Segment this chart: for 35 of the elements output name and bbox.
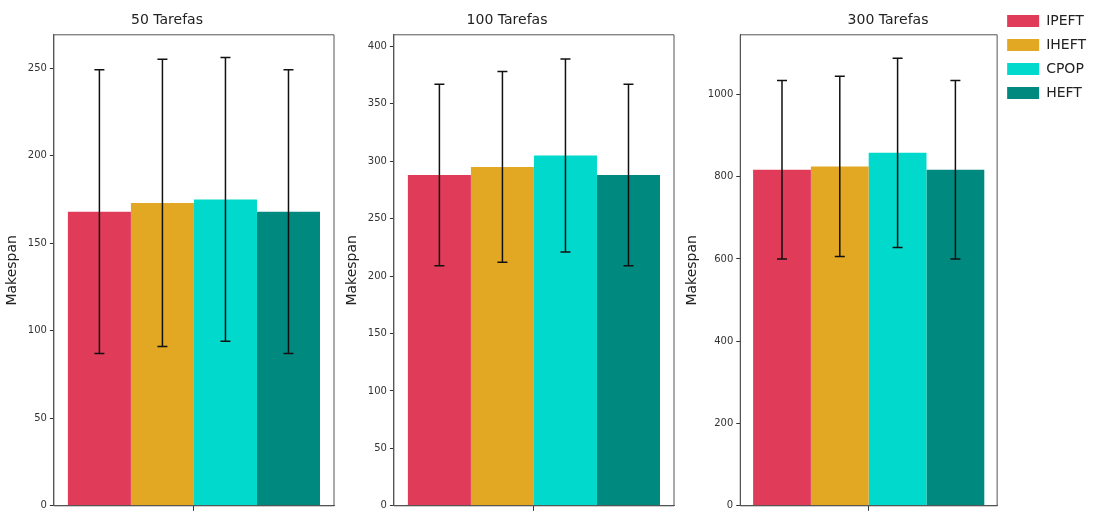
y-tick-label: 0 — [40, 499, 47, 511]
legend-label: IPEFT — [1046, 11, 1085, 28]
y-axis-title: Makespan — [3, 235, 20, 306]
bar — [130, 202, 194, 506]
y-tick-label: 100 — [27, 324, 47, 336]
y-tick-label: 0 — [726, 499, 734, 511]
y-tick-label: 400 — [367, 39, 387, 51]
y-tick-label: 150 — [27, 236, 47, 248]
y-tick-label: 250 — [367, 212, 387, 224]
y-tick-label: 50 — [374, 441, 387, 453]
chart-title: 300 Tarefas — [847, 11, 929, 28]
y-tick-label: 0 — [380, 499, 387, 511]
bar — [67, 211, 131, 506]
y-tick-label: 400 — [714, 334, 734, 346]
chart-title: 100 Tarefas — [466, 11, 548, 28]
chart-title: 50 Tarefas — [131, 11, 203, 28]
y-tick-label: 100 — [367, 384, 387, 396]
y-tick-label: 800 — [714, 170, 734, 182]
y-tick-label: 250 — [27, 61, 47, 73]
legend-label: HEFT — [1046, 83, 1083, 100]
legend-label: CPOP — [1046, 59, 1084, 76]
y-tick-label: 300 — [367, 154, 387, 166]
y-tick-label: 50 — [34, 411, 47, 423]
y-tick-label: 1000 — [707, 88, 734, 100]
y-tick-label: 150 — [367, 327, 387, 339]
y-axis-title: Makespan — [683, 235, 700, 306]
y-tick-label: 200 — [714, 417, 734, 429]
legend-label: IHEFT — [1046, 35, 1087, 52]
bar — [193, 199, 257, 506]
y-axis-title: Makespan — [343, 235, 360, 306]
y-tick-label: 600 — [714, 252, 734, 264]
y-tick-label: 200 — [27, 149, 47, 161]
y-tick-label: 200 — [367, 269, 387, 281]
y-tick-label: 350 — [367, 97, 387, 109]
bar — [256, 211, 320, 506]
